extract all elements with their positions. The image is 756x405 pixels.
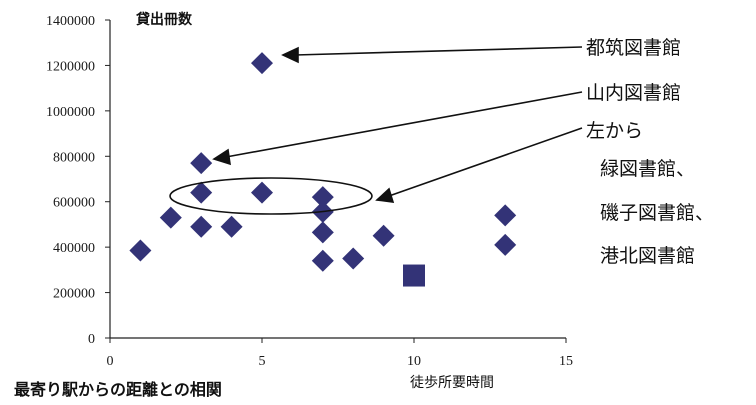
group-highlight-ellipse [169, 177, 373, 215]
data-point-diamond [311, 221, 334, 244]
y-tick-label: 200000 [53, 287, 95, 302]
data-point-diamond [190, 152, 213, 175]
arrow-group [388, 127, 583, 197]
annotation-group-line-3: 港北図書館 [600, 245, 695, 267]
data-point-diamond [494, 233, 517, 256]
data-point-diamond [159, 206, 182, 229]
annotation-yamauchi: 山内図書館 [586, 82, 681, 104]
arrow-group-head [375, 187, 395, 203]
data-point-diamond [220, 215, 243, 238]
data-point-diamond [311, 186, 334, 209]
arrow-yamauchi-head [212, 148, 231, 166]
data-point-diamond [311, 249, 334, 272]
data-point-diamond [129, 239, 152, 262]
x-axis-ticks: 0 5 10 15 [107, 338, 573, 369]
annotation-group-line-2: 磯子図書館、 [600, 202, 714, 224]
x-tick-label: 10 [407, 354, 421, 369]
arrow-tsuzuki-head [281, 46, 299, 64]
data-point-diamond [494, 204, 517, 227]
y-tick-label: 800000 [53, 150, 95, 165]
y-axis-ticks: 0 200000 400000 600000 800000 1000000 1200000 1… [46, 14, 110, 347]
chart-caption: 最寄り駅からの距離との相関 [14, 380, 222, 399]
data-point-diamond [190, 215, 213, 238]
y-tick-label: 0 [88, 332, 95, 347]
x-tick-label: 5 [259, 354, 266, 369]
arrow-yamauchi [225, 91, 583, 158]
data-point-square [403, 264, 425, 287]
y-tick-label: 1200000 [46, 59, 95, 74]
arrow-tsuzuki [294, 46, 583, 56]
y-tick-label: 400000 [53, 241, 95, 256]
data-point-diamond [190, 181, 213, 204]
data-point-diamond [251, 181, 273, 204]
data-point-diamond [251, 52, 273, 75]
data-point-diamond [342, 247, 365, 270]
x-tick-label: 0 [107, 354, 114, 369]
annotation-tsuzuki: 都筑図書館 [586, 37, 681, 59]
y-tick-label: 1000000 [46, 105, 95, 120]
y-tick-label: 1400000 [46, 14, 95, 29]
data-points [129, 52, 517, 287]
annotation-group-heading: 左から [586, 120, 643, 142]
x-axis-label: 徒歩所要時間 [410, 375, 494, 391]
annotation-arrows [212, 46, 583, 203]
y-tick-label: 600000 [53, 196, 95, 211]
data-point-diamond [372, 224, 395, 247]
x-tick-label: 15 [559, 354, 573, 369]
y-axis-label: 貸出冊数 [135, 11, 193, 28]
annotation-group-line-1: 緑図書館、 [600, 158, 695, 180]
